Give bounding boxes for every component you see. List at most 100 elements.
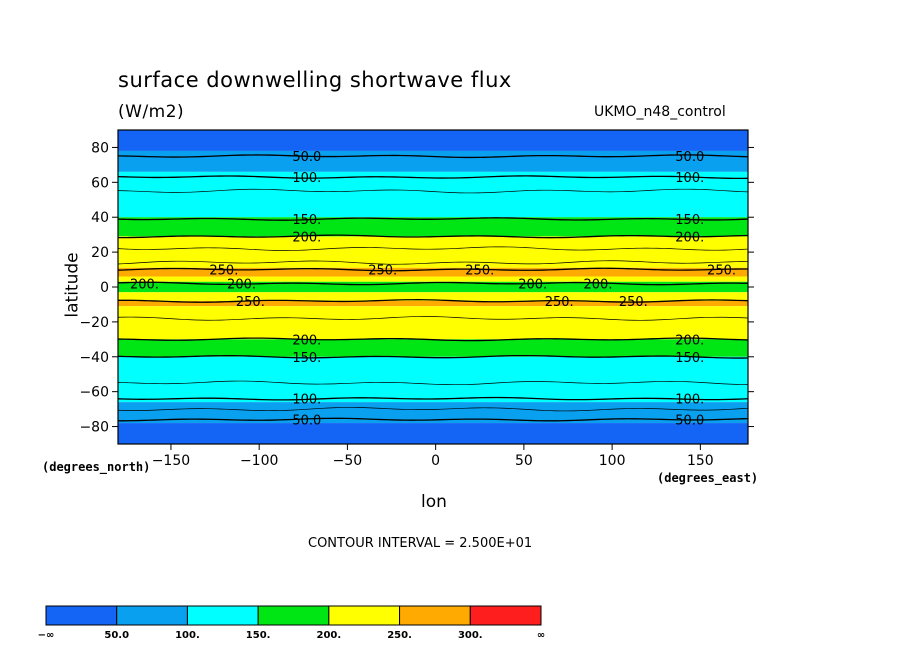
contour-label: 150. bbox=[292, 351, 321, 366]
contour-label: 100. bbox=[675, 393, 704, 408]
band-2 bbox=[118, 171, 748, 218]
contour-label: 50.0 bbox=[675, 414, 704, 429]
contour-label: 250. bbox=[707, 264, 736, 279]
contour-label: 50.0 bbox=[675, 150, 704, 165]
colorbar-label: 50.0 bbox=[104, 630, 129, 641]
y-tick-label: 80 bbox=[91, 140, 109, 156]
band-8 bbox=[118, 292, 748, 301]
contour-label: 250. bbox=[545, 295, 574, 310]
y-tick-label: −20 bbox=[79, 315, 109, 331]
colorbar-swatch-6 bbox=[469, 605, 542, 626]
y-axis-units: (degrees_north) bbox=[42, 460, 151, 474]
contour-label: 250. bbox=[209, 264, 238, 279]
contour-line-8 bbox=[117, 354, 749, 359]
x-axis-label: lon bbox=[421, 492, 447, 512]
x-tick-label: 50 bbox=[515, 453, 533, 469]
band-6 bbox=[118, 276, 748, 282]
colorbar: −∞ 50.0 100. 150. 200. 250. 300. ∞ bbox=[38, 605, 545, 641]
colorbar-label: −∞ bbox=[38, 630, 55, 641]
band-11 bbox=[118, 339, 748, 357]
contour-line-6 bbox=[117, 299, 749, 303]
colorbar-swatch-4 bbox=[328, 605, 401, 626]
plot-axes: 80 60 40 20 0 −20 −40 −60 −80 −150 −100 −50 0 50 100 15… bbox=[79, 140, 754, 469]
contour-label: 150. bbox=[675, 213, 704, 228]
contour-label: 200. bbox=[518, 278, 547, 293]
contour-label: 150. bbox=[292, 213, 321, 228]
colorbar-swatch-5 bbox=[399, 605, 471, 626]
contour-label: 200. bbox=[584, 278, 613, 293]
contour-line-2 bbox=[117, 217, 749, 221]
band-12 bbox=[118, 356, 748, 403]
colorbar-label: 100. bbox=[175, 630, 200, 641]
colorbar-label: 150. bbox=[246, 630, 271, 641]
colorbar-swatch-1 bbox=[116, 605, 188, 626]
contour-label: 250. bbox=[368, 264, 397, 279]
contour-label: 200. bbox=[227, 278, 256, 293]
band-3 bbox=[118, 217, 748, 237]
contour-label: 200. bbox=[675, 333, 704, 348]
band-10 bbox=[118, 306, 748, 340]
contour-label: 150. bbox=[675, 351, 704, 366]
band-5 bbox=[118, 267, 748, 277]
contour-line-0 bbox=[117, 154, 749, 159]
y-tick-label: −80 bbox=[79, 420, 109, 436]
thin-contour-3 bbox=[117, 316, 749, 321]
contour-line-5 bbox=[117, 281, 749, 286]
contour-label: 200. bbox=[675, 230, 704, 245]
contour-line-4 bbox=[117, 267, 749, 272]
colorbar-label: 300. bbox=[458, 630, 483, 641]
x-tick-label: −100 bbox=[240, 453, 278, 469]
x-tick-label: 150 bbox=[687, 453, 714, 469]
thin-contour-4 bbox=[117, 380, 749, 386]
contour-interval-note: CONTOUR INTERVAL = 2.500E+01 bbox=[308, 536, 533, 551]
thin-contour-1 bbox=[117, 246, 749, 251]
contour-label: 100. bbox=[292, 393, 321, 408]
colorbar-swatch-3 bbox=[257, 605, 330, 626]
thin-contour-0 bbox=[117, 188, 749, 194]
x-tick-label: −150 bbox=[152, 453, 190, 469]
colorbar-label: 200. bbox=[317, 630, 342, 641]
contour-label: 200. bbox=[292, 230, 321, 245]
colorbar-label: 250. bbox=[387, 630, 412, 641]
chart-title: surface downwelling shortwave flux bbox=[118, 68, 512, 92]
band-7 bbox=[118, 281, 748, 293]
chart-units: (W/m2) bbox=[118, 102, 185, 122]
x-tick-label: 0 bbox=[431, 453, 440, 469]
contour-line-7 bbox=[117, 337, 749, 342]
contour-label: 100. bbox=[292, 171, 321, 186]
band-13 bbox=[118, 402, 748, 424]
band-14 bbox=[118, 423, 748, 444]
colorbar-label: ∞ bbox=[537, 630, 545, 641]
contour-label: 50.0 bbox=[292, 414, 321, 429]
contour-label: 250. bbox=[465, 264, 494, 279]
contour-label: 250. bbox=[619, 295, 648, 310]
thin-contour-2 bbox=[117, 260, 749, 265]
colorbar-swatch-0 bbox=[45, 605, 118, 626]
y-tick-label: 60 bbox=[91, 175, 109, 191]
y-tick-label: −40 bbox=[79, 350, 109, 366]
x-tick-label: 100 bbox=[599, 453, 626, 469]
dataset-label: UKMO_n48_control bbox=[594, 104, 726, 120]
x-tick-label: −50 bbox=[333, 453, 363, 469]
contour-line-3 bbox=[118, 234, 749, 239]
contour-label: 200. bbox=[292, 333, 321, 348]
band-9 bbox=[118, 300, 748, 307]
contour-line-9 bbox=[117, 396, 749, 401]
contour-label: 50.0 bbox=[292, 150, 321, 165]
y-tick-label: 40 bbox=[91, 210, 109, 226]
contour-line-1 bbox=[117, 175, 749, 180]
y-tick-label: −60 bbox=[79, 385, 109, 401]
plot-bands bbox=[118, 130, 748, 444]
y-tick-label: 20 bbox=[91, 245, 109, 261]
y-tick-label: 0 bbox=[100, 280, 109, 296]
band-1 bbox=[118, 150, 748, 172]
contour-label: 250. bbox=[236, 295, 265, 310]
colorbar-swatch-2 bbox=[186, 605, 259, 626]
contour-label: 200. bbox=[130, 278, 159, 293]
band-0 bbox=[118, 130, 748, 151]
contour-line-10 bbox=[118, 417, 749, 422]
x-axis-units: (degrees_east) bbox=[657, 471, 759, 485]
thin-contour-5 bbox=[117, 407, 749, 412]
